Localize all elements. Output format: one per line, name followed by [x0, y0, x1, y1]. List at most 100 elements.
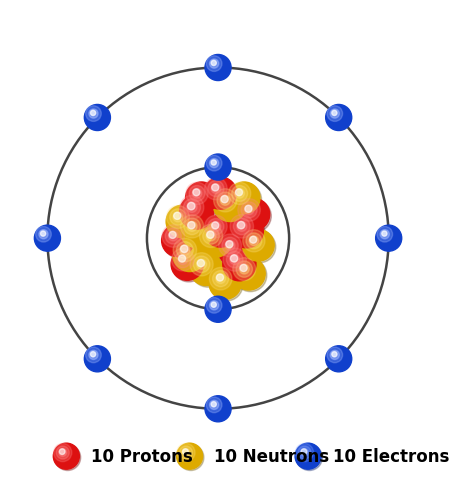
Circle shape — [230, 184, 262, 216]
Circle shape — [191, 255, 224, 288]
Circle shape — [173, 212, 183, 222]
Circle shape — [188, 222, 195, 229]
Circle shape — [233, 258, 255, 281]
Circle shape — [249, 236, 259, 246]
Circle shape — [197, 260, 207, 270]
Circle shape — [211, 402, 216, 407]
Circle shape — [208, 219, 224, 235]
Circle shape — [212, 271, 228, 287]
Circle shape — [211, 160, 216, 166]
Circle shape — [221, 196, 228, 203]
Circle shape — [222, 238, 238, 254]
Circle shape — [187, 203, 197, 213]
Circle shape — [232, 258, 265, 291]
Circle shape — [91, 111, 96, 116]
Circle shape — [178, 256, 188, 265]
Circle shape — [174, 252, 191, 268]
Circle shape — [210, 268, 232, 291]
Circle shape — [330, 351, 339, 360]
Circle shape — [169, 232, 176, 239]
Circle shape — [173, 213, 181, 220]
Circle shape — [216, 274, 226, 284]
Circle shape — [235, 189, 245, 199]
Circle shape — [244, 231, 276, 263]
Circle shape — [59, 449, 65, 454]
Circle shape — [84, 105, 110, 131]
Circle shape — [243, 230, 265, 253]
Circle shape — [237, 199, 270, 231]
Circle shape — [91, 352, 96, 357]
Circle shape — [173, 238, 206, 272]
Text: 10 Neutrons: 10 Neutrons — [214, 447, 329, 465]
Circle shape — [298, 446, 311, 459]
Circle shape — [205, 56, 231, 81]
Circle shape — [215, 191, 248, 224]
Circle shape — [230, 215, 254, 238]
Circle shape — [375, 225, 402, 252]
Circle shape — [250, 237, 257, 243]
Circle shape — [327, 347, 343, 363]
Circle shape — [218, 234, 251, 267]
Circle shape — [203, 228, 219, 244]
Circle shape — [168, 207, 201, 240]
Circle shape — [210, 400, 219, 410]
Circle shape — [230, 255, 237, 263]
Circle shape — [180, 245, 190, 256]
Circle shape — [171, 248, 203, 281]
Circle shape — [35, 225, 61, 252]
Circle shape — [54, 443, 72, 462]
Circle shape — [181, 215, 204, 238]
Circle shape — [210, 159, 219, 168]
Circle shape — [223, 248, 246, 272]
Circle shape — [189, 186, 205, 202]
Circle shape — [190, 253, 223, 286]
Circle shape — [211, 61, 216, 67]
Circle shape — [207, 231, 214, 239]
Circle shape — [301, 449, 309, 456]
Circle shape — [231, 216, 265, 250]
Circle shape — [187, 222, 197, 232]
Circle shape — [236, 262, 253, 278]
Circle shape — [212, 222, 219, 229]
Circle shape — [182, 216, 215, 250]
Circle shape — [173, 239, 197, 263]
Circle shape — [239, 200, 271, 232]
Circle shape — [165, 228, 181, 244]
Circle shape — [173, 250, 205, 283]
Circle shape — [220, 196, 230, 206]
Circle shape — [205, 396, 231, 422]
Circle shape — [197, 260, 205, 267]
Circle shape — [295, 443, 314, 462]
Circle shape — [206, 397, 222, 413]
Circle shape — [180, 195, 214, 229]
Circle shape — [211, 222, 221, 232]
Circle shape — [89, 351, 98, 360]
Text: 10 Protons: 10 Protons — [91, 447, 193, 465]
Text: 10 Electrons: 10 Electrons — [333, 447, 449, 465]
Circle shape — [206, 179, 238, 211]
Circle shape — [162, 225, 184, 248]
Circle shape — [206, 231, 216, 241]
Circle shape — [205, 178, 227, 200]
Circle shape — [225, 241, 235, 251]
Circle shape — [330, 110, 339, 119]
Circle shape — [238, 199, 260, 222]
Circle shape — [377, 227, 392, 242]
Circle shape — [296, 444, 322, 470]
Circle shape — [237, 222, 245, 229]
Circle shape — [176, 443, 202, 469]
Circle shape — [206, 217, 238, 249]
Circle shape — [245, 206, 252, 213]
Circle shape — [233, 218, 250, 235]
Circle shape — [55, 444, 81, 470]
Circle shape — [230, 255, 240, 265]
Circle shape — [180, 446, 192, 459]
Circle shape — [180, 196, 204, 220]
Circle shape — [166, 206, 189, 229]
Circle shape — [234, 260, 267, 292]
Circle shape — [326, 105, 352, 131]
Circle shape — [177, 443, 195, 462]
Circle shape — [89, 110, 98, 119]
Circle shape — [187, 184, 219, 216]
Circle shape — [210, 269, 243, 301]
